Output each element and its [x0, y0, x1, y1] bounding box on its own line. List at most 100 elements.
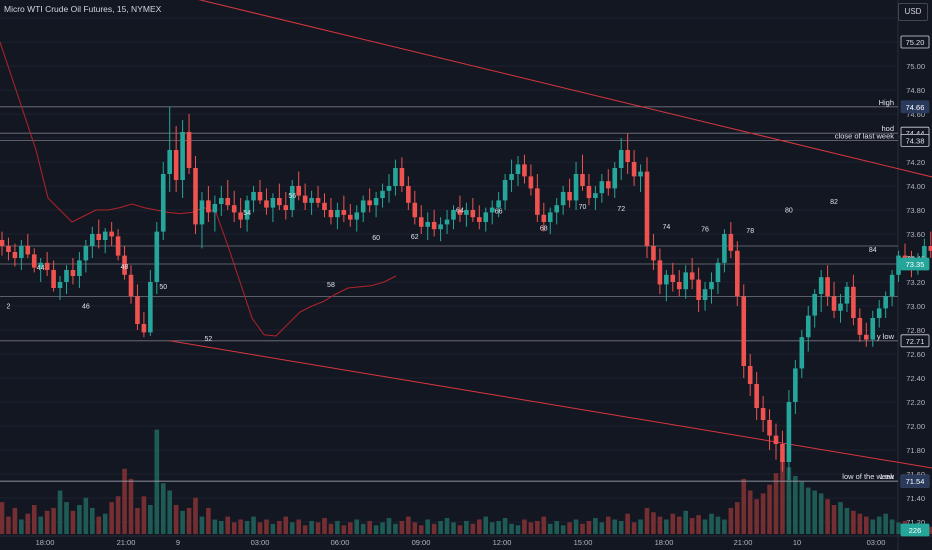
- volume-bar: [25, 513, 31, 534]
- price-tick-label: 75.00: [906, 62, 925, 71]
- volume-bar: [12, 507, 18, 534]
- price-tick-label: 72.40: [906, 374, 925, 383]
- candle-body: [799, 337, 805, 369]
- volume-bar: [122, 468, 127, 534]
- candle-body: [257, 192, 263, 201]
- volume-bar: [547, 523, 553, 534]
- volume-bar: [741, 478, 747, 534]
- candle-body: [780, 444, 785, 462]
- candle-body: [128, 274, 134, 297]
- volume-bar: [206, 507, 211, 534]
- volume-bar: [683, 510, 688, 534]
- volume-bar: [406, 516, 411, 534]
- price-label-box: [900, 334, 930, 348]
- volume-bar: [6, 516, 11, 534]
- candle-body: [657, 260, 663, 285]
- candle-body: [870, 318, 876, 340]
- price-tick-label: 71.80: [906, 446, 925, 455]
- volume-bar: [0, 502, 5, 534]
- bar-count-label: 68: [540, 225, 548, 232]
- volume-bar: [438, 520, 443, 534]
- volume-bar: [128, 478, 134, 534]
- candle-body: [322, 202, 327, 210]
- volume-bar: [418, 525, 424, 534]
- candle-body: [83, 246, 89, 261]
- volume-bar: [31, 505, 37, 534]
- volume-bar: [496, 520, 501, 534]
- volume-bar: [322, 518, 327, 534]
- level-label: low of the week: [842, 472, 894, 481]
- candle-body: [444, 219, 450, 225]
- volume-bar: [818, 493, 824, 534]
- volume-bar: [225, 516, 231, 534]
- volume-bar: [270, 523, 276, 534]
- volume-bar: [612, 519, 618, 534]
- volume-bar: [502, 518, 508, 534]
- volume-bar: [289, 522, 295, 534]
- candle-body: [212, 204, 218, 213]
- candle-body: [219, 198, 224, 204]
- candle-body: [348, 214, 353, 220]
- candle-body: [238, 212, 243, 220]
- volume-bar: [831, 505, 837, 534]
- candle-body: [593, 193, 598, 198]
- candle-body: [606, 181, 611, 189]
- volume-bar: [386, 518, 392, 534]
- time-tick-label: 12:00: [493, 538, 512, 547]
- volume-bar: [825, 499, 830, 534]
- volume-bar: [19, 519, 24, 534]
- candle-body: [44, 262, 50, 270]
- candle-body: [31, 254, 37, 268]
- candle-body: [70, 270, 76, 276]
- volume-bar: [644, 507, 650, 534]
- volume-bar: [696, 515, 701, 534]
- price-tick-label: 74.20: [906, 158, 925, 167]
- candle-body: [225, 198, 231, 206]
- candle-body: [283, 205, 289, 210]
- volume-bar: [115, 496, 121, 534]
- candle-body: [244, 200, 250, 220]
- candle-body: [373, 198, 379, 206]
- bar-count-label: 84: [869, 247, 877, 254]
- candle-body: [154, 231, 160, 282]
- price-label-box: [900, 474, 930, 488]
- volume-bar: [57, 490, 63, 534]
- price-label: 71.54: [906, 477, 925, 486]
- volume-bar: [154, 429, 160, 534]
- time-tick-label: 03:00: [867, 538, 886, 547]
- candle-body: [876, 308, 882, 318]
- currency-button[interactable]: USD: [898, 3, 928, 21]
- volume-bar: [573, 519, 579, 534]
- price-tick-label: 72.00: [906, 422, 925, 431]
- volume-bar: [567, 522, 572, 534]
- bar-count-label: 44: [37, 265, 45, 272]
- volume-bar: [870, 519, 876, 534]
- candle-body: [386, 186, 392, 191]
- volume-bar: [199, 516, 205, 534]
- volume-bar: [773, 473, 779, 534]
- candle-body: [251, 192, 256, 201]
- candle-body: [90, 234, 95, 246]
- time-tick-label: 18:00: [36, 538, 55, 547]
- volume-bar: [412, 522, 418, 534]
- volume-bar: [477, 519, 482, 534]
- candle-body: [231, 205, 237, 213]
- volume-bar: [799, 481, 805, 534]
- candle-body: [644, 171, 650, 246]
- volume-bar: [393, 523, 398, 534]
- volume-bar: [509, 523, 514, 534]
- volume-bar: [70, 510, 76, 534]
- candle-body: [289, 186, 295, 210]
- bar-count-label: 80: [785, 207, 793, 214]
- time-tick-label: 18:00: [655, 538, 674, 547]
- volume-bar: [606, 516, 611, 534]
- volume-bar: [444, 518, 450, 534]
- volume-bar: [238, 519, 243, 534]
- volume-bar: [599, 522, 605, 534]
- candle-body: [102, 231, 108, 240]
- candle-body: [664, 274, 669, 285]
- candle-body: [122, 255, 127, 275]
- candle-body: [141, 324, 147, 333]
- volume-bar: [483, 516, 489, 534]
